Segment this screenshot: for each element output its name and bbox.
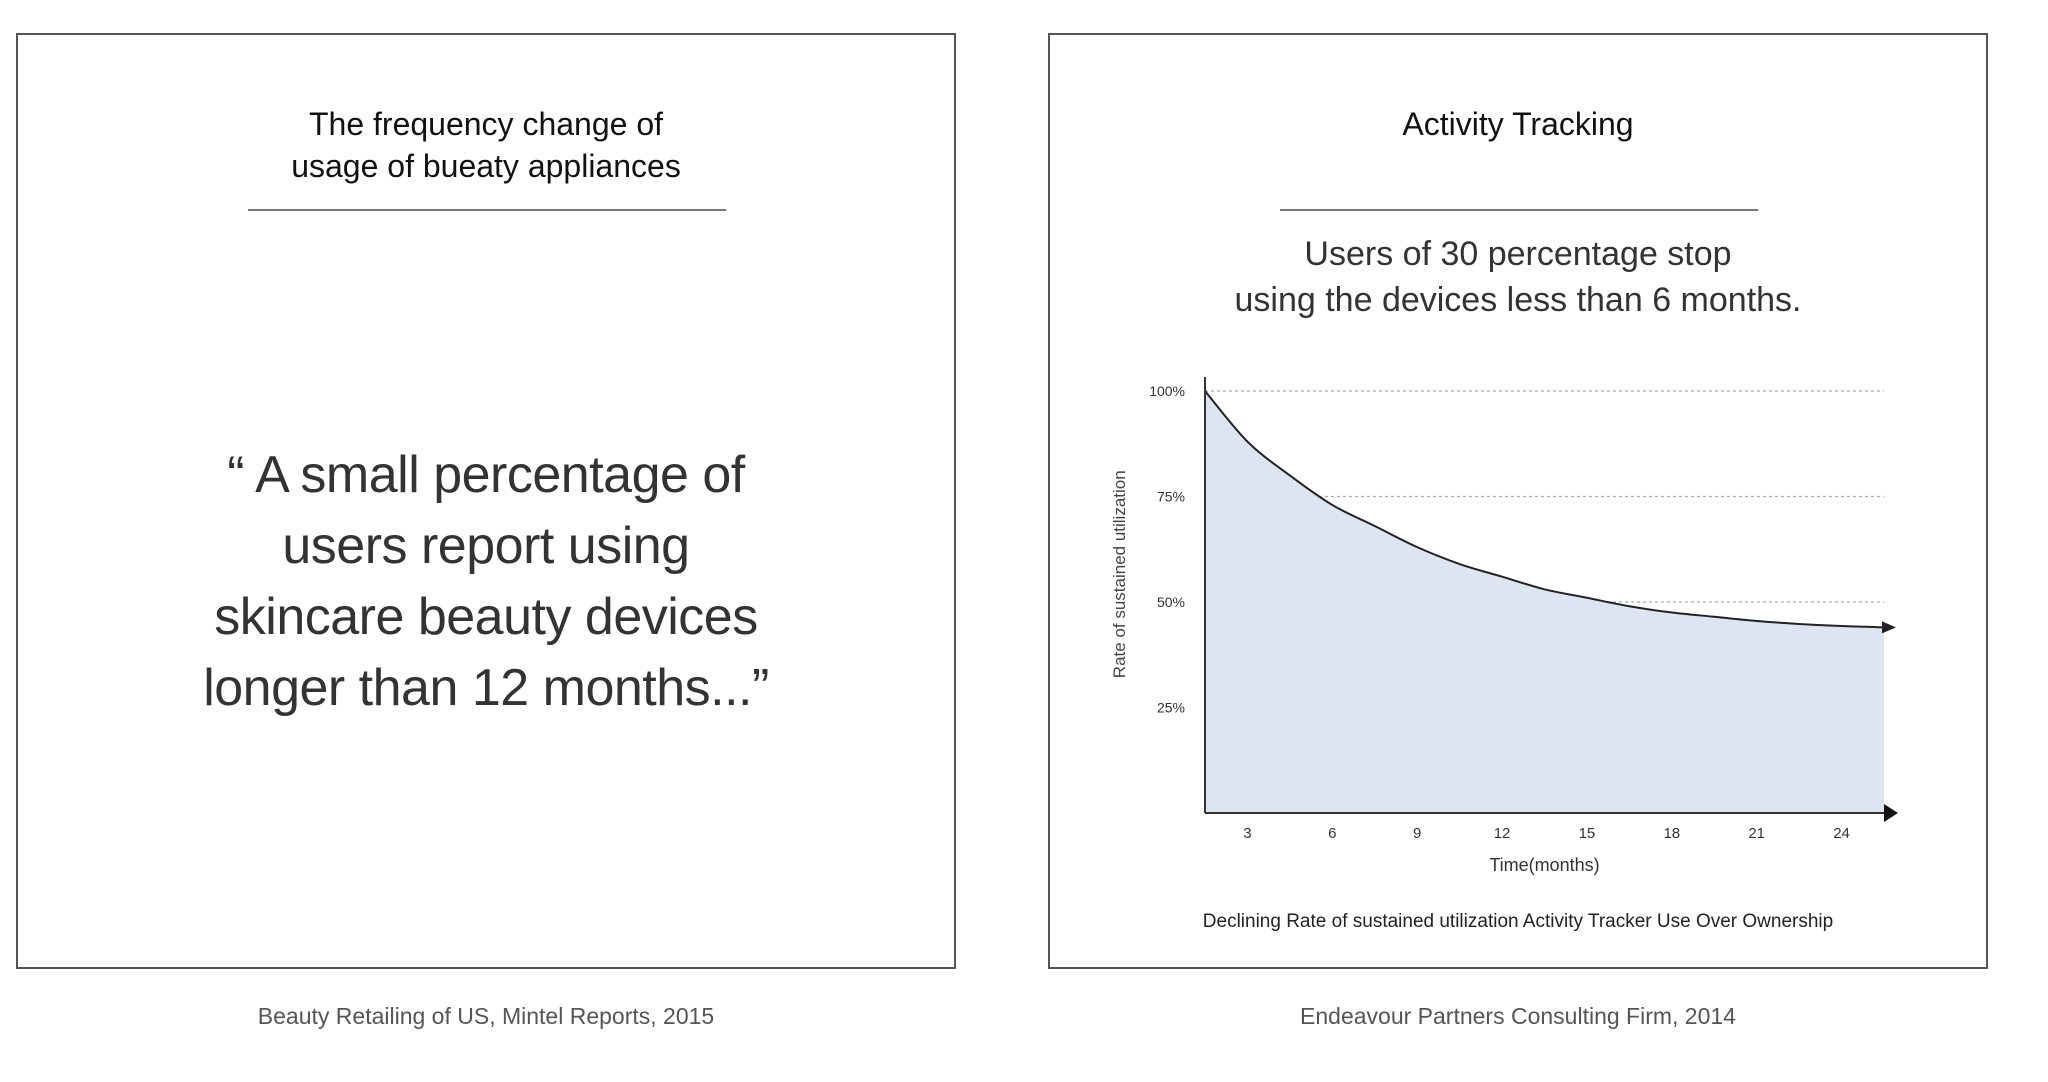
x-tick-labels: 3 6 9 12 15 18 21 24 [1243, 825, 1850, 842]
x-tick-label: 6 [1328, 825, 1336, 842]
x-tick-label: 21 [1748, 825, 1765, 842]
x-tick-label: 24 [1833, 825, 1850, 842]
y-tick-label: 50% [1157, 594, 1185, 610]
left-panel-title: The frequency change of usage of bueaty … [18, 103, 954, 187]
title-divider [1280, 209, 1758, 211]
quote-line: longer than 12 months...” [203, 659, 769, 717]
chart-caption: Declining Rate of sustained utilization … [1203, 911, 1833, 932]
x-axis-arrow-head [1884, 804, 1898, 822]
left-source-caption: Beauty Retailing of US, Mintel Reports, … [257, 1003, 715, 1029]
y-axis-label: Rate of sustained utilization [1110, 470, 1129, 678]
chart-subtitle: Users of 30 percentage stop using the de… [1050, 231, 1986, 323]
area-fill [1205, 391, 1884, 813]
quote-line: users report using [282, 517, 690, 575]
y-tick-labels: 25% 50% 75% 100% [1149, 383, 1185, 716]
quote-line: skincare beauty devices [214, 588, 758, 646]
quote-line: “ A small percentage of [227, 446, 745, 504]
title-line-1: The frequency change of [308, 106, 663, 142]
subtitle-line-1: Users of 30 percentage stop [1304, 235, 1732, 273]
x-tick-label: 12 [1494, 825, 1511, 842]
title-line-2: usage of bueaty appliances [291, 148, 681, 184]
x-tick-label: 15 [1579, 825, 1596, 842]
right-source-caption: Endeavour Partners Consulting Firm, 2014 [1300, 1003, 1736, 1029]
x-tick-label: 3 [1243, 825, 1251, 842]
right-panel-title: Activity Tracking [1402, 106, 1634, 142]
quote-text: “ A small percentage of users report usi… [18, 440, 954, 724]
x-tick-label: 18 [1663, 825, 1680, 842]
x-axis-label: Time(months) [1489, 855, 1599, 875]
y-tick-label: 100% [1149, 383, 1185, 399]
y-tick-label: 25% [1157, 700, 1185, 716]
y-tick-label: 75% [1157, 489, 1185, 505]
series-line [1204, 390, 1885, 629]
x-tick-label: 9 [1413, 825, 1421, 842]
title-divider [248, 209, 726, 211]
left-panel: The frequency change of usage of bueaty … [16, 33, 956, 969]
subtitle-line-2: using the devices less than 6 months. [1234, 281, 1802, 319]
series-arrow-head [1882, 621, 1896, 634]
